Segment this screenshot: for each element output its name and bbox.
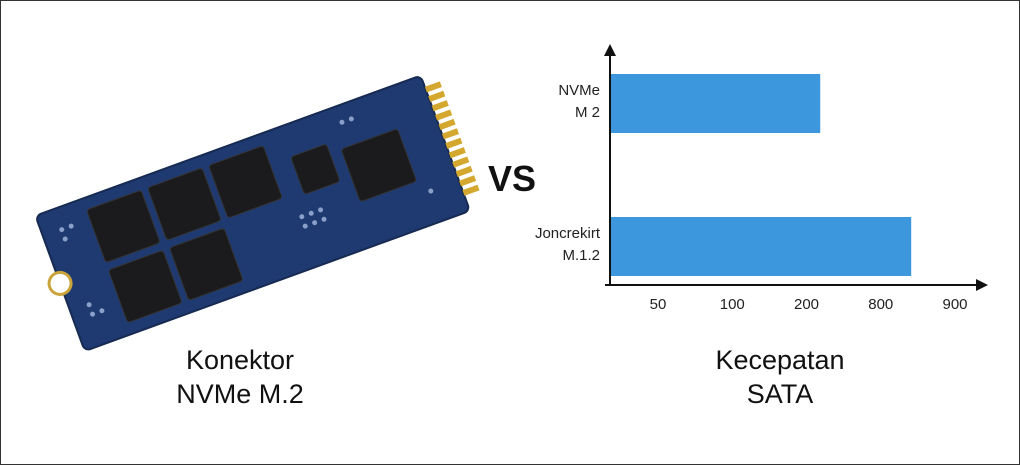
category-label: NVMe M 2 — [558, 81, 600, 121]
category-label: Joncrekirt M.1.2 — [534, 224, 600, 264]
x-tick-label: 900 — [942, 296, 968, 313]
bar — [611, 74, 821, 133]
axes — [604, 44, 988, 291]
x-tick-label: 800 — [868, 296, 894, 313]
chart-caption: Kecepatan SATA — [715, 345, 845, 409]
x-tick-label: 200 — [793, 296, 820, 313]
x-tick-label: 100 — [719, 296, 745, 313]
left-caption: Konektor NVMe M.2 — [176, 345, 304, 409]
bar — [611, 217, 912, 276]
ssd — [36, 76, 480, 351]
versus: VS — [488, 158, 537, 199]
x-tick-label: 50 — [649, 296, 667, 313]
